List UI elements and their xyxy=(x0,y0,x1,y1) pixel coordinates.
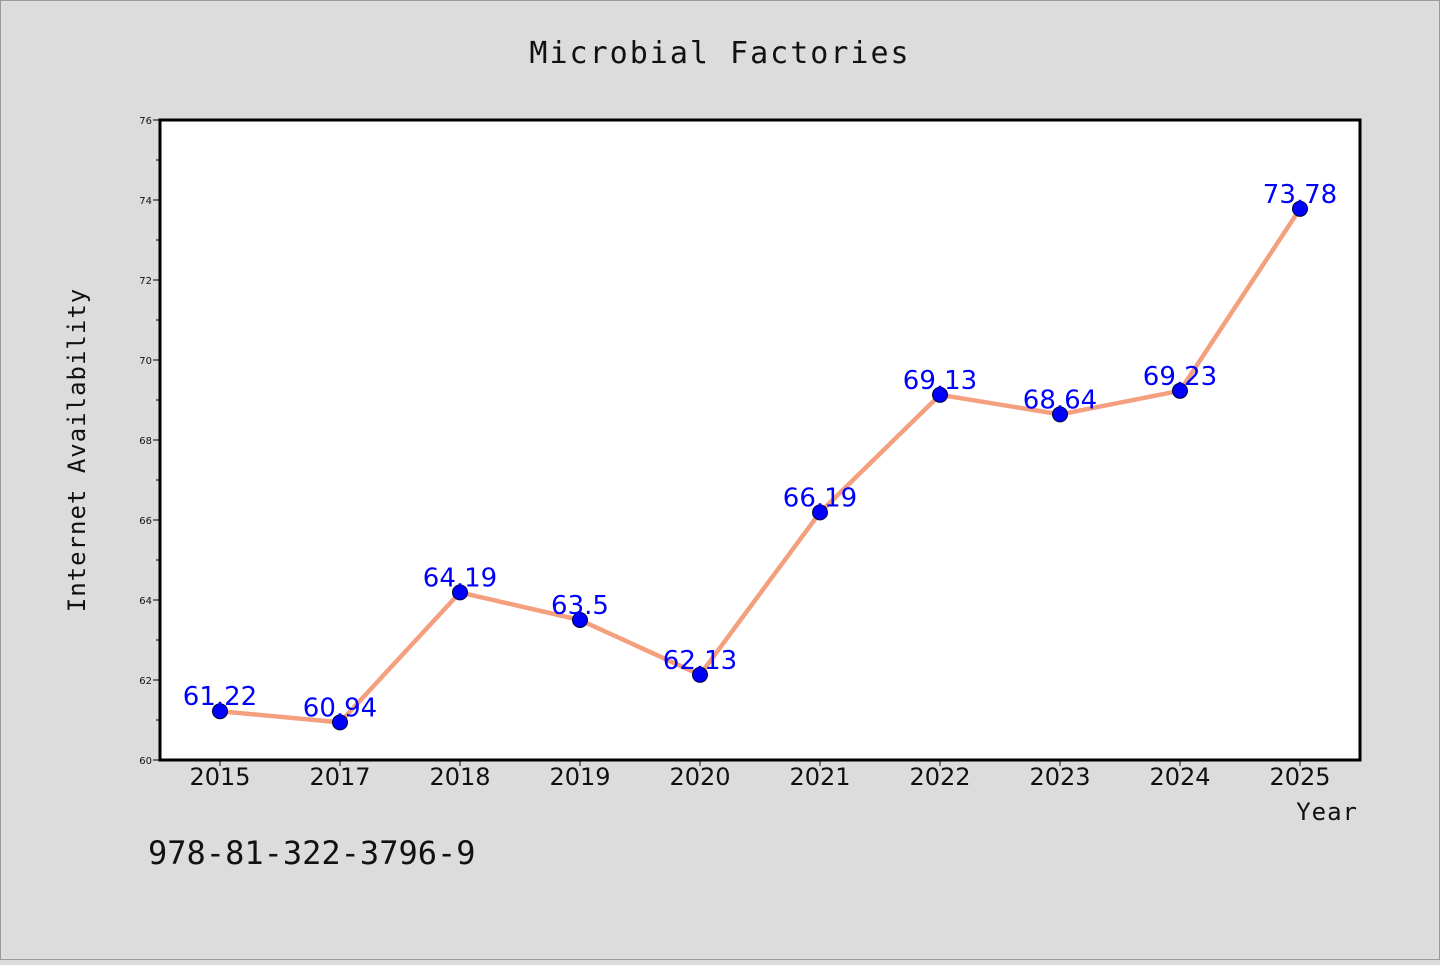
data-point xyxy=(812,504,828,521)
data-point xyxy=(1172,382,1188,399)
data-label: 61.22 xyxy=(183,682,257,712)
x-axis-ticks: 2015 2017 2018 2019 2020 2021 2022 2023 2024 2025 xyxy=(189,760,1331,791)
data-label: 69.23 xyxy=(1143,362,1217,392)
y-tick-label: 68 xyxy=(139,436,152,447)
y-tick-label: 74 xyxy=(139,196,152,207)
data-label: 69.13 xyxy=(903,366,977,396)
data-point xyxy=(932,386,948,403)
data-point xyxy=(212,703,228,720)
y-tick-label: 64 xyxy=(139,596,152,607)
y-tick-label: 60 xyxy=(139,756,152,767)
data-label: 64.19 xyxy=(423,563,497,593)
y-tick-label: 66 xyxy=(139,516,152,527)
y-axis-label: Internet Availability xyxy=(63,288,91,612)
x-tick-label: 2019 xyxy=(549,763,610,791)
x-tick-label: 2018 xyxy=(429,763,490,791)
plot-frame xyxy=(158,118,1362,762)
y-tick-label: 76 xyxy=(139,116,152,127)
data-label: 73.78 xyxy=(1263,180,1337,210)
x-tick-label: 2017 xyxy=(309,763,370,791)
x-tick-label: 2015 xyxy=(189,763,250,791)
series-line-group: 61.22 60.94 64.19 63.5 62.13 66.19 69.13 68.64 6… xyxy=(183,180,1337,731)
x-tick-label: 2021 xyxy=(789,763,850,791)
data-point xyxy=(1292,200,1308,217)
x-tick-label: 2020 xyxy=(669,763,730,791)
data-label: 63.5 xyxy=(551,591,609,621)
isbn-text: 978-81-322-3796-9 xyxy=(148,834,476,872)
x-tick-label: 2024 xyxy=(1149,763,1210,791)
x-axis-label: Year xyxy=(1296,798,1358,826)
data-point xyxy=(332,714,348,731)
series-line xyxy=(217,206,1303,725)
data-point xyxy=(1052,406,1068,423)
y-tick-label: 72 xyxy=(139,276,152,287)
data-label: 68.64 xyxy=(1023,385,1097,415)
data-label: 66.19 xyxy=(783,483,857,513)
chart-title: Microbial Factories xyxy=(529,36,910,71)
x-tick-label: 2023 xyxy=(1029,763,1090,791)
data-point xyxy=(692,666,708,683)
y-tick-label: 70 xyxy=(139,356,152,367)
data-label: 60.94 xyxy=(303,693,377,723)
data-point xyxy=(572,612,588,628)
plot-area xyxy=(160,120,1360,760)
x-tick-label: 2025 xyxy=(1269,763,1330,791)
x-tick-label: 2022 xyxy=(909,763,970,791)
data-label: 62.13 xyxy=(663,646,737,676)
data-point xyxy=(452,584,468,601)
y-tick-label: 62 xyxy=(139,676,152,687)
